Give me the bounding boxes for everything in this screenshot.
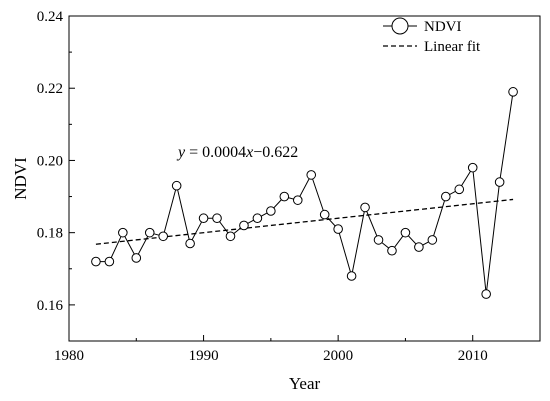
ndvi-data-point	[387, 245, 397, 256]
y-tick-label: 0.18	[37, 226, 63, 242]
ndvi-data-point	[373, 235, 384, 245]
ndvi-data-point	[400, 227, 411, 238]
equation-mid: = 0.0004	[185, 144, 246, 161]
x-tick-label: 2010	[458, 348, 488, 364]
ndvi-data-point	[494, 177, 505, 187]
ndvi-data-point	[414, 242, 424, 252]
legend-ndvi-label: NDVI	[424, 19, 462, 35]
ndvi-data-point	[467, 162, 478, 173]
x-tick-label: 1990	[189, 348, 219, 364]
legend-linear-fit-label: Linear fit	[424, 39, 481, 55]
ndvi-data-point	[266, 206, 276, 216]
y-tick-label: 0.22	[37, 81, 63, 97]
equation-x-variable: x	[245, 144, 253, 161]
ndvi-points-layer	[91, 87, 518, 299]
legend: NDVI Linear fit	[383, 17, 481, 55]
ndvi-data-point	[252, 213, 263, 224]
ndvi-series-line	[95, 91, 514, 295]
linear-fit-layer	[95, 198, 514, 245]
ndvi-data-point	[481, 289, 491, 299]
ndvi-data-point	[427, 235, 438, 245]
ndvi-line-layer	[95, 91, 514, 295]
ndvi-data-point	[346, 271, 357, 281]
legend-ndvi-marker	[391, 17, 409, 35]
ndvi-data-point	[279, 191, 290, 202]
ndvi-data-point	[118, 227, 128, 238]
ndvi-data-point	[225, 231, 236, 242]
ndvi-data-point	[333, 224, 343, 234]
equation-y-variable: y	[176, 144, 186, 161]
x-tick-label: 2000	[323, 348, 353, 364]
ndvi-data-point	[144, 227, 155, 238]
ndvi-data-point	[292, 195, 303, 205]
plot-border	[68, 15, 541, 342]
ndvi-data-point	[185, 238, 195, 249]
ndvi-data-point	[158, 231, 168, 242]
y-axis-title: NDVI	[11, 157, 30, 200]
ndvi-data-point	[441, 191, 451, 202]
equation-tail: −0.622	[253, 144, 298, 161]
ndvi-data-point	[104, 256, 115, 267]
plot-frame	[68, 15, 541, 342]
ndvi-data-point	[91, 256, 101, 267]
regression-equation: y = 0.0004x−0.622	[176, 144, 298, 161]
ndvi-data-point	[239, 220, 249, 231]
y-tick-label: 0.20	[37, 153, 63, 169]
ndvi-data-point	[131, 253, 142, 263]
x-axis-ticks: 1980 1990 2000 2010	[54, 335, 488, 364]
ndvi-data-point	[319, 209, 330, 220]
linear-fit-line	[95, 198, 514, 245]
x-axis-title: Year	[289, 374, 321, 393]
ndvi-data-point	[360, 202, 370, 213]
y-tick-label: 0.16	[37, 298, 64, 314]
ndvi-data-point	[198, 213, 209, 224]
ndvi-data-point	[171, 180, 182, 191]
y-axis-ticks: 0.16 0.18 0.20 0.22 0.24	[37, 9, 75, 342]
x-tick-label: 1980	[54, 348, 84, 364]
ndvi-data-point	[454, 184, 465, 195]
y-tick-label: 0.24	[37, 9, 64, 25]
ndvi-data-point	[306, 170, 317, 180]
ndvi-data-point	[508, 87, 518, 97]
ndvi-data-point	[212, 213, 222, 224]
